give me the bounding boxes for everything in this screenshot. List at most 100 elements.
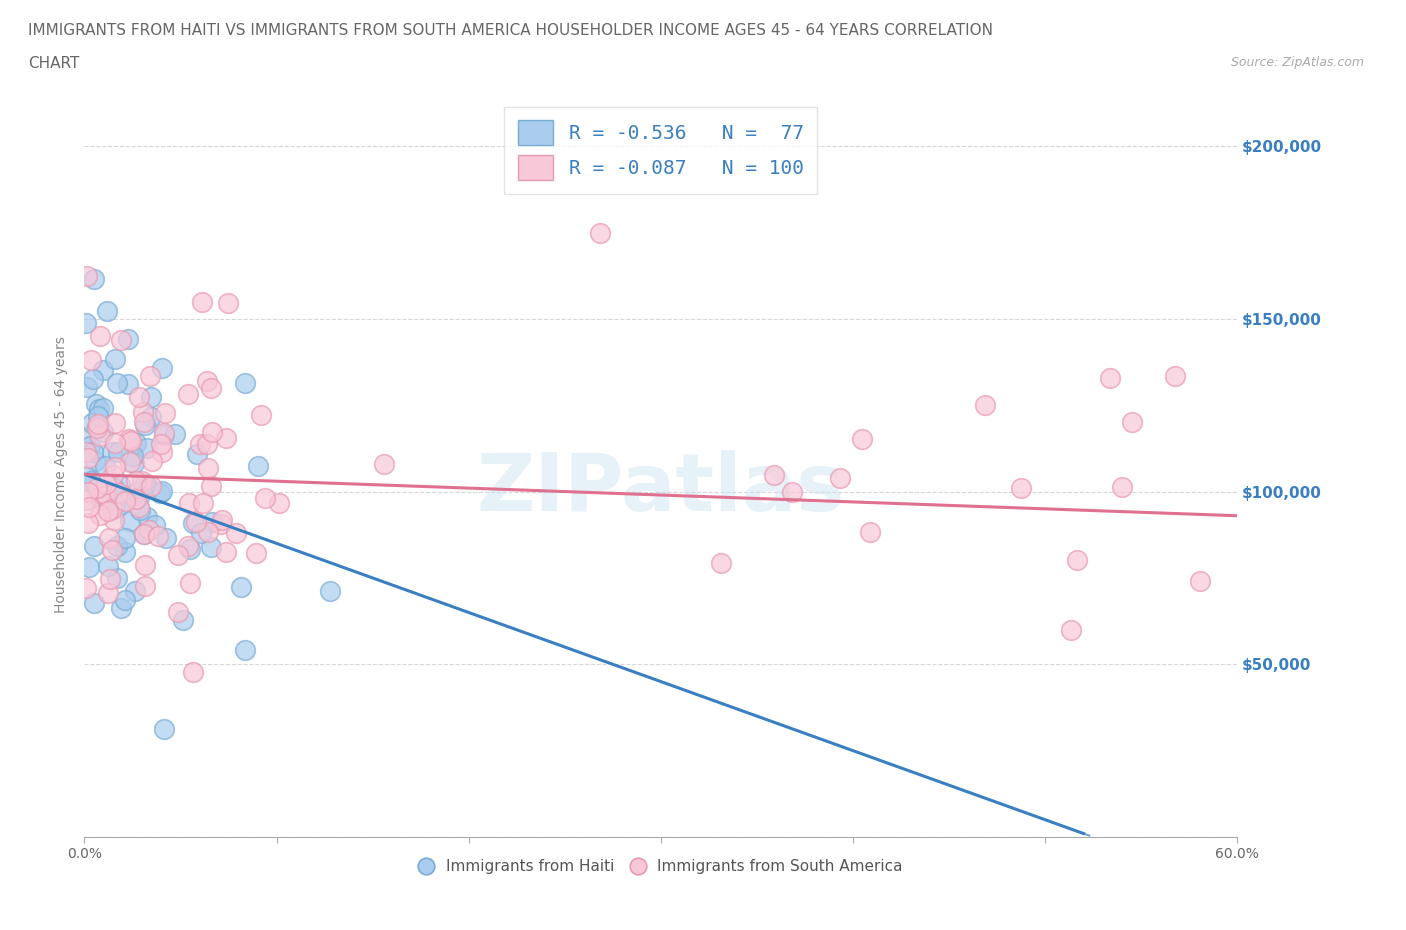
Point xyxy=(253,491,276,506)
Point xyxy=(79,438,101,453)
Point xyxy=(188,437,211,452)
Point xyxy=(114,530,136,545)
Point xyxy=(89,328,111,343)
Point xyxy=(105,571,128,586)
Point xyxy=(201,424,224,439)
Point xyxy=(117,332,139,347)
Point xyxy=(103,481,125,496)
Point xyxy=(153,405,176,420)
Text: IMMIGRANTS FROM HAITI VS IMMIGRANTS FROM SOUTH AMERICA HOUSEHOLDER INCOME AGES 4: IMMIGRANTS FROM HAITI VS IMMIGRANTS FROM… xyxy=(28,23,993,38)
Point xyxy=(217,296,239,311)
Point xyxy=(97,559,120,574)
Point xyxy=(136,509,159,524)
Point xyxy=(104,497,127,512)
Point xyxy=(86,419,108,434)
Point xyxy=(75,493,97,508)
Point xyxy=(82,371,104,386)
Point xyxy=(97,530,120,545)
Point xyxy=(77,515,100,530)
Point xyxy=(89,429,111,444)
Point xyxy=(710,556,733,571)
Point xyxy=(82,445,104,459)
Point xyxy=(110,601,132,616)
Point xyxy=(125,436,148,451)
Point xyxy=(97,586,120,601)
Point xyxy=(828,471,851,485)
Point xyxy=(110,332,132,347)
Point xyxy=(167,548,190,563)
Point xyxy=(197,525,219,539)
Point xyxy=(80,473,103,488)
Point xyxy=(131,473,153,488)
Point xyxy=(782,485,804,499)
Point xyxy=(110,477,132,492)
Point xyxy=(132,405,155,419)
Point xyxy=(247,458,270,473)
Point xyxy=(181,515,204,530)
Point xyxy=(114,545,136,560)
Text: ZIPatlas: ZIPatlas xyxy=(477,450,845,528)
Point xyxy=(153,722,176,737)
Point xyxy=(84,396,107,411)
Point xyxy=(76,269,98,284)
Point xyxy=(250,407,273,422)
Point xyxy=(146,528,169,543)
Point xyxy=(89,508,111,523)
Point xyxy=(155,531,177,546)
Point xyxy=(76,379,98,394)
Point xyxy=(80,352,103,367)
Point xyxy=(136,441,159,456)
Point xyxy=(229,579,252,594)
Point xyxy=(153,426,176,441)
Point xyxy=(139,478,162,493)
Point xyxy=(139,368,162,383)
Point xyxy=(1060,623,1083,638)
Point xyxy=(83,538,105,553)
Point xyxy=(177,387,200,402)
Y-axis label: Householder Income Ages 45 - 64 years: Householder Income Ages 45 - 64 years xyxy=(55,336,69,613)
Point xyxy=(139,390,162,405)
Point xyxy=(177,538,200,553)
Point xyxy=(153,428,176,443)
Point xyxy=(150,484,173,498)
Point xyxy=(589,225,612,240)
Point xyxy=(86,421,108,436)
Point xyxy=(184,514,207,529)
Point xyxy=(86,417,108,432)
Point xyxy=(195,373,218,388)
Point xyxy=(179,496,201,511)
Point xyxy=(201,514,224,529)
Point xyxy=(94,458,117,473)
Point xyxy=(94,486,117,501)
Point xyxy=(200,380,222,395)
Point xyxy=(104,416,127,431)
Point xyxy=(1164,368,1187,383)
Point xyxy=(90,493,112,508)
Point xyxy=(86,481,108,496)
Point xyxy=(148,485,170,500)
Point xyxy=(91,425,114,440)
Point xyxy=(181,664,204,679)
Point xyxy=(200,539,222,554)
Point xyxy=(96,304,118,319)
Point xyxy=(101,542,124,557)
Point xyxy=(132,415,155,430)
Point xyxy=(97,503,120,518)
Point xyxy=(150,445,173,459)
Point xyxy=(82,416,104,431)
Point xyxy=(118,432,141,446)
Point xyxy=(859,525,882,539)
Legend: Immigrants from Haiti, Immigrants from South America: Immigrants from Haiti, Immigrants from S… xyxy=(412,853,910,880)
Point xyxy=(197,461,219,476)
Point xyxy=(105,375,128,390)
Point xyxy=(1189,573,1212,588)
Point xyxy=(851,432,873,446)
Point xyxy=(134,418,156,432)
Text: CHART: CHART xyxy=(28,56,80,71)
Point xyxy=(79,499,101,514)
Point xyxy=(101,445,124,460)
Point xyxy=(128,390,150,405)
Point xyxy=(104,352,127,366)
Point xyxy=(1010,481,1032,496)
Point xyxy=(94,477,117,492)
